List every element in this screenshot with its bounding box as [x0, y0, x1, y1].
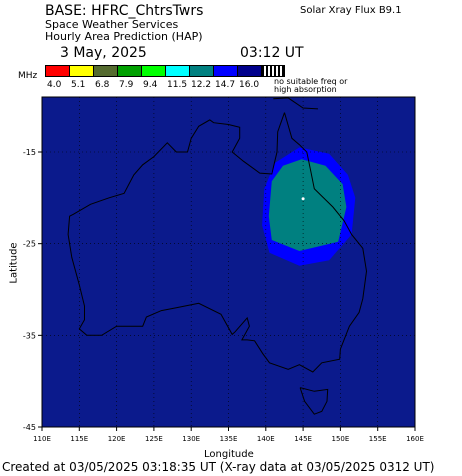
time-label: 03:12 UT — [240, 45, 304, 61]
x-tick-label: 150E — [332, 435, 350, 443]
legend-freq-label: 11.5 — [167, 80, 188, 90]
legend-freq-label: 16.0 — [239, 80, 260, 90]
legend-freq-label: 7.9 — [119, 80, 134, 90]
x-tick-label: 145E — [294, 435, 312, 443]
legend-freq-label: 12.2 — [191, 80, 212, 90]
base-station-marker — [301, 197, 305, 201]
base-title: BASE: HFRC_ChtrsTwrs — [45, 3, 204, 19]
x-tick-label: 110E — [33, 435, 51, 443]
png-coastline — [273, 97, 319, 110]
tasmania-coastline — [299, 387, 329, 415]
agency-label: Space Weather Services — [45, 18, 179, 31]
y-tick-label: -45 — [23, 423, 36, 432]
x-axis-label: Longitude — [204, 449, 254, 460]
x-tick-label: 115E — [70, 435, 88, 443]
y-axis-label: Latitude — [8, 242, 20, 284]
legend-freq-label: 5.1 — [71, 80, 86, 90]
no-freq-label-2: high absorption — [274, 85, 337, 94]
y-tick-label: -15 — [23, 148, 36, 157]
legend-nofreq-swatch — [261, 65, 285, 77]
date-label: 3 May, 2025 — [60, 45, 147, 61]
x-tick-label: 160E — [406, 435, 424, 443]
coverage-zone-inner — [268, 159, 347, 251]
x-tick-label: 125E — [145, 435, 163, 443]
legend-freq-label: 14.7 — [215, 80, 236, 90]
x-tick-label: 155E — [369, 435, 387, 443]
frequency-legend — [45, 65, 285, 77]
footer-timestamp: Created at 03/05/2025 03:18:35 UT (X-ray… — [2, 460, 435, 474]
no-freq-label-1: no suitable freq or — [274, 77, 348, 86]
y-tick-label: -25 — [23, 240, 36, 249]
legend-freq-label: 6.8 — [95, 80, 110, 90]
x-tick-label: 135E — [220, 435, 238, 443]
x-tick-label: 140E — [257, 435, 275, 443]
x-tick-label: 120E — [108, 435, 126, 443]
mhz-unit-label: MHz — [18, 71, 38, 81]
product-label: Hourly Area Prediction (HAP) — [45, 30, 203, 43]
legend-freq-label: 9.4 — [143, 80, 158, 90]
x-tick-label: 130E — [182, 435, 200, 443]
y-tick-label: -35 — [23, 331, 36, 340]
xray-flux-label: Solar Xray Flux B9.1 — [300, 5, 402, 16]
australia-coastline — [67, 112, 368, 373]
legend-freq-label: 4.0 — [47, 80, 62, 90]
